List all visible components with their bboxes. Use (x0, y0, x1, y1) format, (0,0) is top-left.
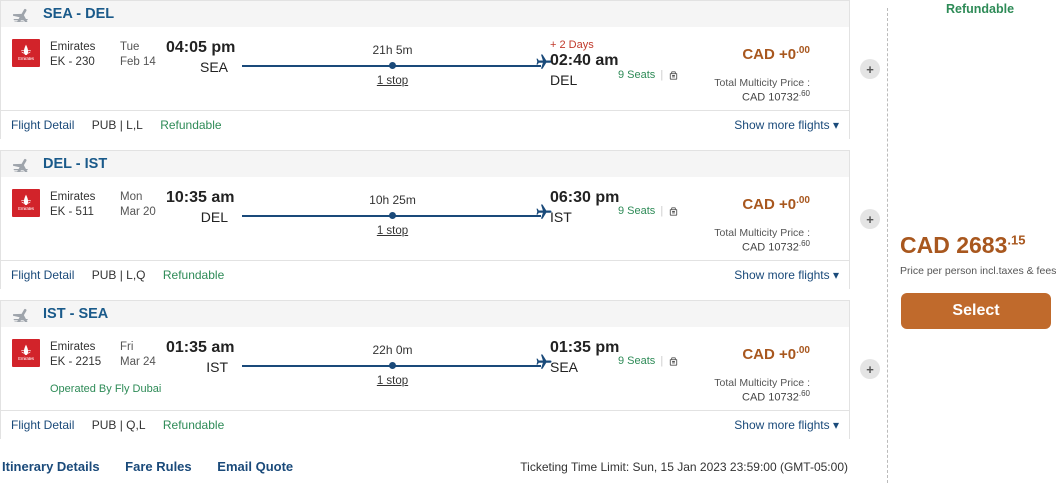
svg-text:Emirates: Emirates (18, 356, 35, 361)
svg-text:Emirates: Emirates (18, 56, 35, 61)
svg-text:Emirates: Emirates (18, 206, 35, 211)
